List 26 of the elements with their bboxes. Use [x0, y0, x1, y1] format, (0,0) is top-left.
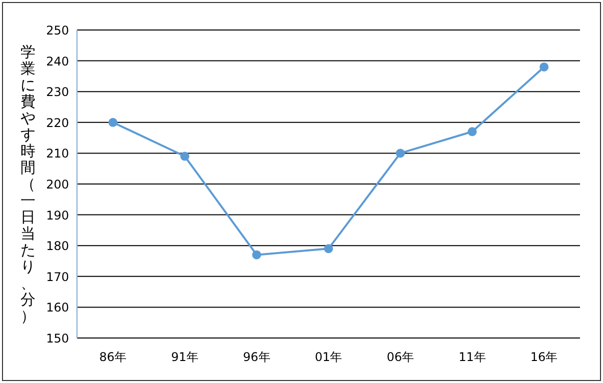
- x-tick-label: 96年: [243, 350, 270, 364]
- text: 学業に費やす時間（一日当たり、分）: [20, 43, 36, 325]
- x-tick-label: 91年: [171, 350, 198, 364]
- x-tick-label: 01年: [314, 350, 342, 364]
- y-tick-label: 160: [46, 300, 69, 315]
- x-tick-label: 16年: [530, 350, 558, 364]
- y-tick-label: 190: [46, 208, 69, 222]
- point: [540, 62, 549, 72]
- x-tick-label: 06年: [386, 350, 414, 364]
- point: [396, 148, 405, 158]
- point: [180, 152, 190, 161]
- y-tick-label: 250: [46, 24, 69, 38]
- point: [324, 244, 333, 254]
- y-tick-label: 210: [46, 146, 69, 161]
- point: [468, 127, 477, 136]
- point: [108, 118, 118, 127]
- y-tick-label: 230: [46, 85, 69, 100]
- y-tick-label: 180: [46, 239, 69, 254]
- x-tick-label: 86年: [99, 350, 127, 364]
- y-tick-label: 150: [46, 332, 69, 346]
- y-tick-label: 200: [46, 178, 69, 192]
- y-tick-label: 170: [46, 270, 69, 284]
- x-tick-label: 11年: [458, 350, 486, 364]
- y-tick-label: 240: [46, 54, 69, 68]
- y-tick-label: 220: [46, 116, 69, 130]
- point: [252, 250, 262, 260]
